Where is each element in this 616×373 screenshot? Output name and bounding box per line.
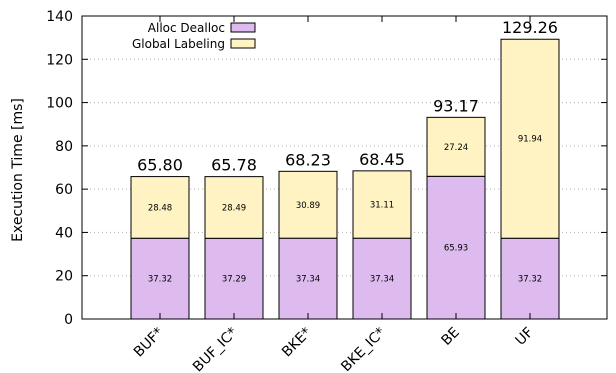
legend-swatch <box>230 22 256 33</box>
legend-label: Alloc Dealloc <box>148 21 225 35</box>
bar-total-label: 68.23 <box>285 150 331 169</box>
plot-frame <box>81 15 608 320</box>
y-tick-label: 40 <box>55 225 73 241</box>
segment-value-label: 28.49 <box>222 203 246 213</box>
bar-segment-global-labeling <box>500 38 560 239</box>
segment-value-label: 27.24 <box>444 143 468 153</box>
y-tick-label: 120 <box>46 52 73 68</box>
bar-total-label: 65.78 <box>211 156 257 175</box>
legend-label: Global Labeling <box>132 37 225 51</box>
y-tick-label: 60 <box>55 182 73 198</box>
bar-segment-global-labeling <box>204 176 264 239</box>
bar-segment-global-labeling <box>278 170 338 239</box>
x-tick-label: UF <box>513 325 537 349</box>
y-axis-label: Execution Time [ms] <box>10 98 26 242</box>
bar-total-label: 93.17 <box>433 96 479 115</box>
y-tick-label: 20 <box>55 269 73 285</box>
bar-total-label: 65.80 <box>137 156 183 175</box>
bar-total-label: 129.26 <box>502 18 558 37</box>
segment-value-label: 37.34 <box>296 275 320 285</box>
segment-value-label: 37.34 <box>370 275 394 285</box>
x-tick-label: BKE_IC* <box>338 325 389 373</box>
y-tick-label: 80 <box>55 139 73 155</box>
x-tick-label: BUF_IC* <box>190 325 241 373</box>
legend-swatch <box>230 38 256 49</box>
segment-value-label: 37.32 <box>518 275 542 285</box>
legend: Alloc Dealloc Global Labeling <box>132 21 256 51</box>
x-tick-label: BUF* <box>131 325 167 361</box>
segment-value-label: 91.94 <box>518 135 542 145</box>
bar-segment-alloc-dealloc <box>500 237 560 320</box>
x-tick-label: BE <box>438 325 462 349</box>
bar-segment-global-labeling <box>426 116 486 177</box>
segment-value-label: 37.32 <box>148 275 172 285</box>
x-tick-label: BKE* <box>279 325 315 361</box>
y-tick-label: 100 <box>46 96 73 112</box>
bar-segment-global-labeling <box>352 170 412 239</box>
segment-value-label: 30.89 <box>296 201 320 211</box>
bar-segment-alloc-dealloc <box>130 237 190 320</box>
bars: 37.32 28.48 65.80 37.29 28.49 65.78 37.34 30.89… <box>130 18 560 320</box>
bar-segment-global-labeling <box>130 176 190 239</box>
y-tick-label: 140 <box>46 9 73 25</box>
segment-value-label: 31.11 <box>370 201 394 211</box>
segment-value-label: 65.93 <box>444 244 468 254</box>
segment-value-label: 37.29 <box>222 275 246 285</box>
segment-value-label: 28.48 <box>148 203 172 213</box>
y-tick-label: 0 <box>64 312 73 328</box>
bar-total-label: 68.45 <box>359 150 405 169</box>
